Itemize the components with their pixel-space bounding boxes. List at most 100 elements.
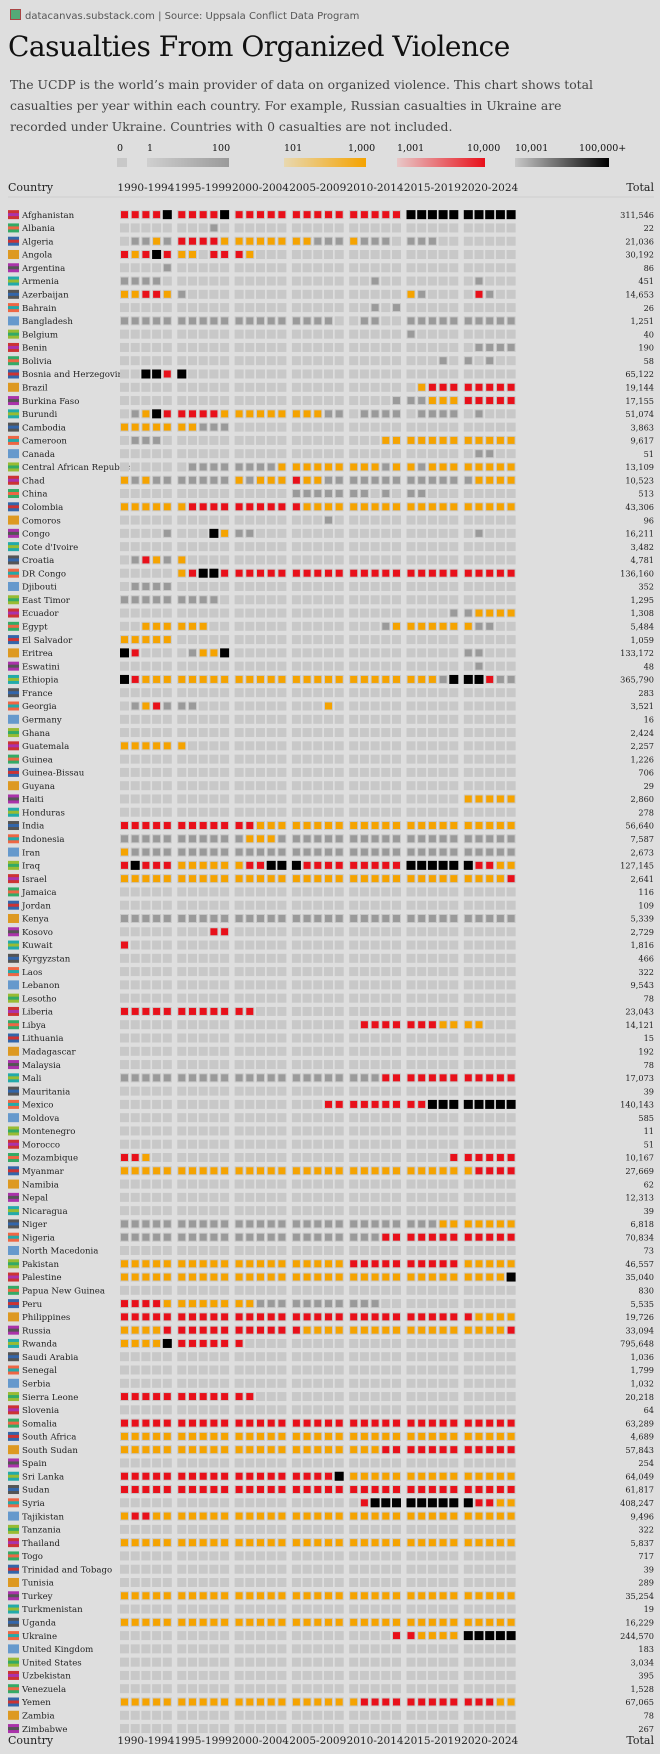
heat-cell [359, 396, 369, 406]
heat-cell [417, 741, 427, 751]
heat-cell [257, 1220, 264, 1228]
heat-cell [130, 1099, 140, 1109]
flag-icon-stripe [8, 903, 19, 907]
heat-cell [313, 714, 323, 724]
heat-cell [256, 435, 265, 445]
heat-cell [359, 1113, 369, 1123]
country-label: India [22, 822, 44, 832]
heat-cell [142, 1486, 150, 1494]
heat-cell [463, 210, 473, 220]
heat-cell [257, 211, 264, 219]
heat-cell [142, 1393, 150, 1401]
heat-cell [292, 503, 300, 511]
heat-cell [245, 1206, 255, 1216]
heat-cell [313, 542, 323, 552]
heat-cell [162, 223, 172, 233]
heat-cell [381, 249, 391, 259]
heat-cell [438, 967, 448, 977]
heat-cell [474, 980, 484, 990]
heat-cell [189, 410, 196, 418]
heat-cell [177, 1020, 187, 1030]
heat-cell [266, 1020, 276, 1030]
heat-cell [256, 1006, 265, 1016]
heat-cell [234, 489, 244, 499]
heat-cell [334, 967, 344, 977]
heat-cell [370, 356, 380, 366]
heat-cell [178, 702, 186, 710]
heat-cell [350, 1233, 358, 1241]
heat-cell [141, 1046, 151, 1056]
heat-cell [234, 1033, 244, 1043]
heat-cell [234, 1179, 244, 1189]
heat-cell [324, 807, 333, 817]
heat-cell [381, 1192, 391, 1202]
country-total: 30,192 [625, 250, 654, 260]
heat-cell [152, 1378, 162, 1388]
heat-cell [371, 277, 379, 285]
heat-cell [198, 1405, 208, 1415]
heat-cell [220, 900, 230, 910]
heat-cell [313, 621, 323, 631]
heat-cell [450, 317, 458, 325]
heat-cell [449, 674, 459, 684]
heat-cell [334, 621, 344, 631]
heat-cell [428, 914, 436, 922]
heat-cell [427, 953, 437, 963]
country-total: 63,289 [625, 1418, 654, 1428]
heat-cell [120, 661, 129, 671]
heat-cell [370, 953, 380, 963]
heat-cell [152, 1060, 162, 1070]
heat-cell [277, 449, 287, 459]
chart-title: Casualties From Organized Violence [8, 30, 510, 63]
heat-cell [360, 1167, 368, 1175]
heat-cell [234, 289, 244, 299]
heat-cell [495, 289, 505, 299]
heat-cell [334, 1153, 344, 1163]
heat-cell [291, 648, 301, 658]
heat-cell [359, 515, 369, 525]
heat-cell [474, 887, 484, 897]
heat-cell [495, 887, 505, 897]
flag-icon-stripe [8, 1355, 19, 1359]
heat-cell [277, 714, 287, 724]
country-label: Russia [22, 1326, 51, 1336]
heat-cell [463, 1352, 473, 1362]
heat-cell [381, 1033, 391, 1043]
heat-cell [381, 781, 391, 791]
heat-cell [291, 980, 301, 990]
heat-cell [302, 1060, 312, 1070]
legend-low: 1 [147, 143, 154, 154]
heat-cell [439, 835, 447, 843]
heat-cell [495, 900, 505, 910]
heat-cell [198, 967, 208, 977]
heat-cell [120, 435, 129, 445]
heat-cell [392, 449, 401, 459]
heat-cell [463, 1192, 473, 1202]
heat-cell [393, 1432, 400, 1440]
country-label: Djibouti [22, 583, 57, 593]
heat-cell [370, 581, 380, 591]
heat-cell [177, 940, 187, 950]
heat-cell [371, 304, 379, 312]
heat-cell [418, 476, 426, 484]
heat-cell [486, 1233, 494, 1241]
heat-cell [486, 822, 494, 830]
heat-cell [349, 794, 359, 804]
heat-cell [221, 1220, 229, 1228]
heat-cell [245, 1365, 255, 1375]
heat-cell [120, 728, 129, 738]
heat-cell [141, 1206, 151, 1216]
heat-cell [418, 835, 426, 843]
heat-cell [221, 317, 229, 325]
heat-cell [370, 781, 380, 791]
heat-cell [246, 1472, 254, 1480]
heat-cell [427, 1086, 437, 1096]
heat-cell [495, 1285, 505, 1295]
heat-cell [302, 329, 312, 339]
heat-cell [220, 382, 230, 392]
heat-cell [349, 1046, 359, 1056]
heat-cell [475, 476, 483, 484]
heat-cell [359, 767, 369, 777]
heat-cell [234, 1365, 244, 1375]
heat-cell [177, 781, 187, 791]
